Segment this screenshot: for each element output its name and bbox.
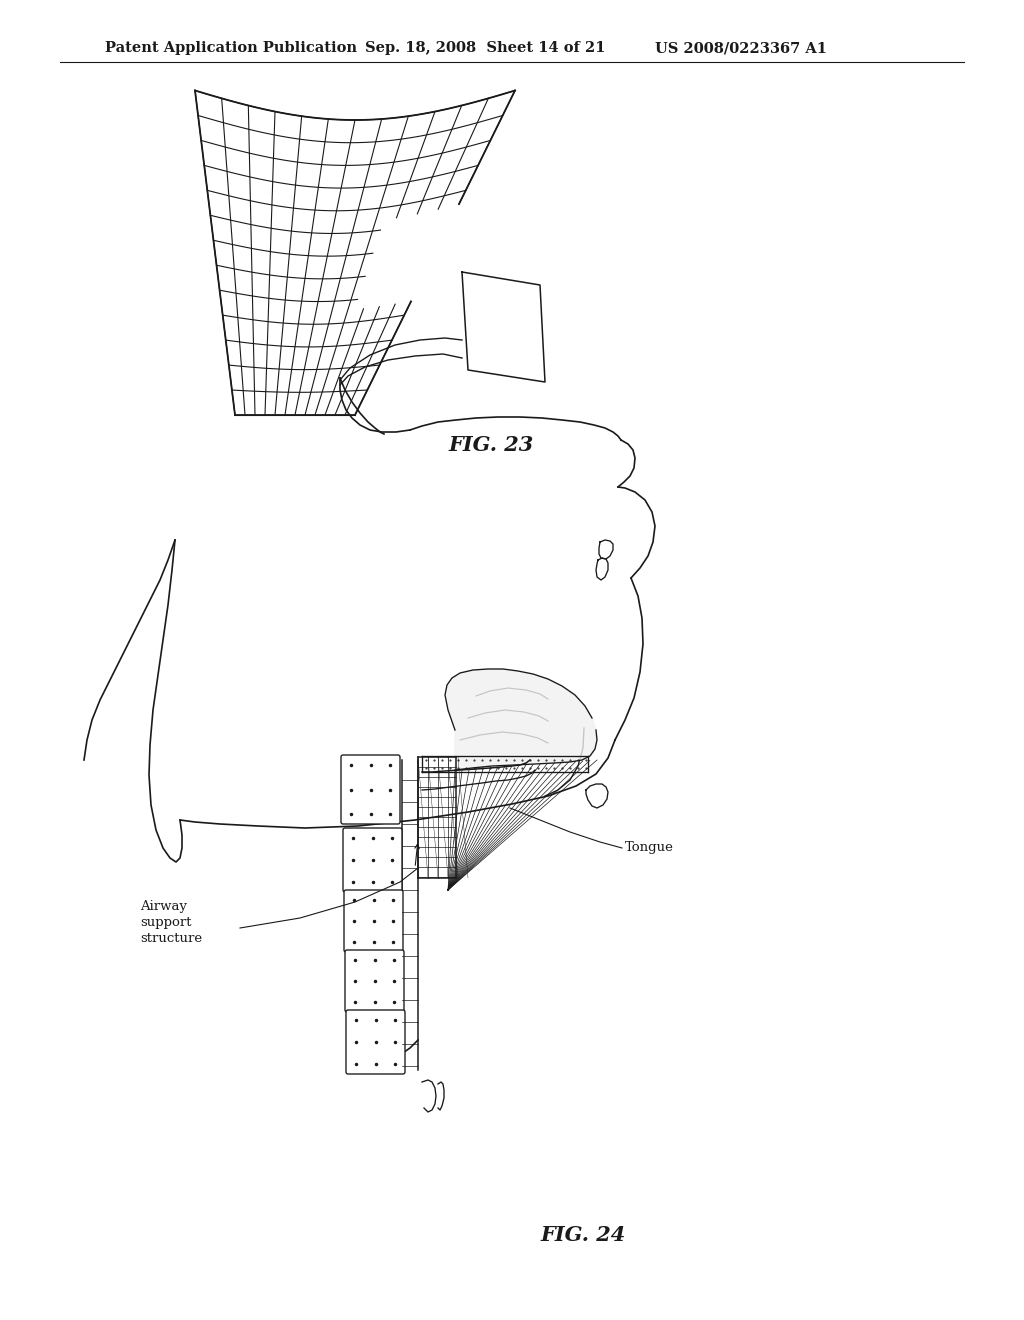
Polygon shape xyxy=(445,669,597,770)
FancyBboxPatch shape xyxy=(344,890,403,952)
FancyBboxPatch shape xyxy=(341,755,400,824)
FancyBboxPatch shape xyxy=(346,1010,406,1074)
Polygon shape xyxy=(462,272,545,381)
Polygon shape xyxy=(586,784,608,808)
Text: Airway
support
structure: Airway support structure xyxy=(140,900,202,945)
Text: Patent Application Publication: Patent Application Publication xyxy=(105,41,357,55)
FancyBboxPatch shape xyxy=(345,950,404,1012)
Text: FIG. 23: FIG. 23 xyxy=(449,436,534,455)
FancyBboxPatch shape xyxy=(343,828,402,892)
Text: Sep. 18, 2008  Sheet 14 of 21: Sep. 18, 2008 Sheet 14 of 21 xyxy=(365,41,605,55)
Text: FIG. 24: FIG. 24 xyxy=(540,1225,626,1245)
Text: Tongue: Tongue xyxy=(625,842,674,854)
Text: US 2008/0223367 A1: US 2008/0223367 A1 xyxy=(655,41,827,55)
